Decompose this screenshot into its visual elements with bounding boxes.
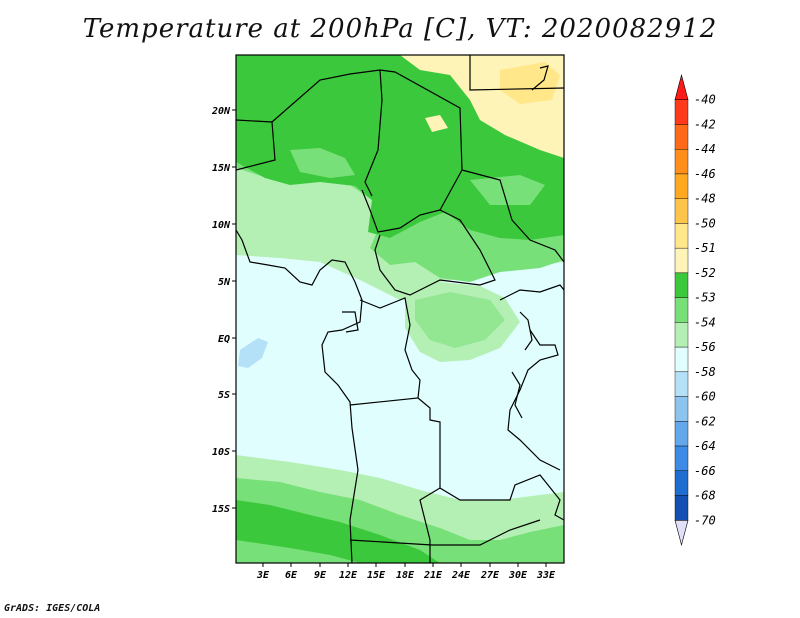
credit-label: GrADS: IGES/COLA [4,603,101,614]
colorbar-label: -62 [694,414,716,428]
field-53-southwest [236,540,360,563]
colorbar-label: -54 [694,315,716,329]
colorbar-label: -68 [694,489,716,503]
field-52-south [236,500,440,563]
border-11 [507,329,561,471]
colorbar-label: -51 [694,241,716,255]
lake-victoria [519,311,533,351]
red-sea-coast [531,65,549,91]
colorbar-swatch [674,445,689,471]
colorbar-swatch [674,495,689,521]
field-58-patch [238,338,268,368]
colorbar-label: -46 [694,167,716,181]
lon-label-6e: 6E [285,570,298,581]
colorbar-swatch [674,247,689,274]
field-53-central [415,292,505,348]
colorbar-label: -66 [694,464,716,478]
colorbar-swatch [674,346,689,373]
field-51-spot [425,115,448,132]
colorbar-label: -40 [694,93,716,107]
lon-label-9e: 9E [314,570,327,581]
lon-label-15e: 15E [367,570,386,581]
colorbar-swatch [674,396,689,422]
colorbar-swatch [674,297,689,323]
colorbar-label: -42 [694,117,716,131]
lat-label-5n: 5N [218,277,231,288]
colorbar-label: -48 [694,192,716,206]
colorbar-swatch [674,173,689,199]
lon-label-18e: 18E [396,570,415,581]
colorbar-swatch [674,421,689,447]
colorbar-swatch [674,322,689,348]
lat-label-15n: 15N [212,163,231,174]
border-4 [461,169,564,263]
colorbar-label: -53 [694,291,716,305]
temperature-field [236,55,564,563]
colorbar-label: -52 [694,266,716,280]
field-53-island-2 [470,175,545,205]
map-title: Temperature at 200hPa [C], VT: 202008291… [82,14,718,44]
lat-label-eq: EQ [218,334,230,345]
lake-tanganyika [511,371,523,419]
borders [236,55,564,563]
colorbar-swatch [674,198,689,224]
colorbar-swatch [674,124,689,150]
border-3 [364,69,383,197]
border-5 [374,209,496,296]
border-13 [342,311,359,333]
lon-label-27e: 27E [480,570,500,581]
map-frame [235,54,565,564]
lon-label-12e: 12E [339,570,358,581]
field-53-island [290,148,355,178]
colorbar-swatch [674,223,689,249]
colorbar-swatch [674,149,689,175]
border-9 [419,487,441,563]
colorbar-label: -44 [694,142,716,156]
lon-label-3e: 3E [256,570,270,581]
border-1 [236,119,276,171]
lat-label-10n: 10N [212,220,231,231]
field-50-spot [500,62,560,104]
lon-label-30e: 30E [508,570,528,581]
colorbar-swatch [674,272,689,298]
colorbar: -40 -42 -44 -46 -48 -50 -51 -52 -53 -54 -56 -58 -60 -… [674,73,716,547]
colorbar-label: -50 [694,216,716,230]
colorbar-swatch [674,99,689,125]
colorbar-overflow-triangle [674,73,689,101]
lon-label-24e: 24E [451,570,471,581]
lat-label-5s: 5S [218,390,230,401]
colorbar-underflow-triangle [674,519,689,547]
lat-label-15s: 15S [212,504,230,515]
lon-label-33e: 33E [536,570,556,581]
colorbar-label: -64 [694,439,716,453]
lon-axis: 3E 6E 9E 12E 15E 18E 21E 24E 27E 30E 33E [256,563,556,581]
lon-label-21e: 21E [423,570,443,581]
colorbar-label: -58 [694,365,716,379]
colorbar-swatch [674,371,689,397]
colorbar-label: -60 [694,390,716,404]
colorbar-swatch [674,470,689,496]
lat-label-10s: 10S [212,447,230,458]
border-10 [349,519,541,546]
colorbar-label: -70 [694,513,716,527]
west-coast [236,229,363,563]
lat-label-20n: 20N [211,106,231,117]
border-7 [499,284,564,301]
border-8 [417,397,564,521]
lat-axis: 20N 15N 10N 5N EQ 5S 10S 15S [211,106,236,515]
border-6 [349,297,421,406]
colorbar-label: -56 [694,340,716,354]
